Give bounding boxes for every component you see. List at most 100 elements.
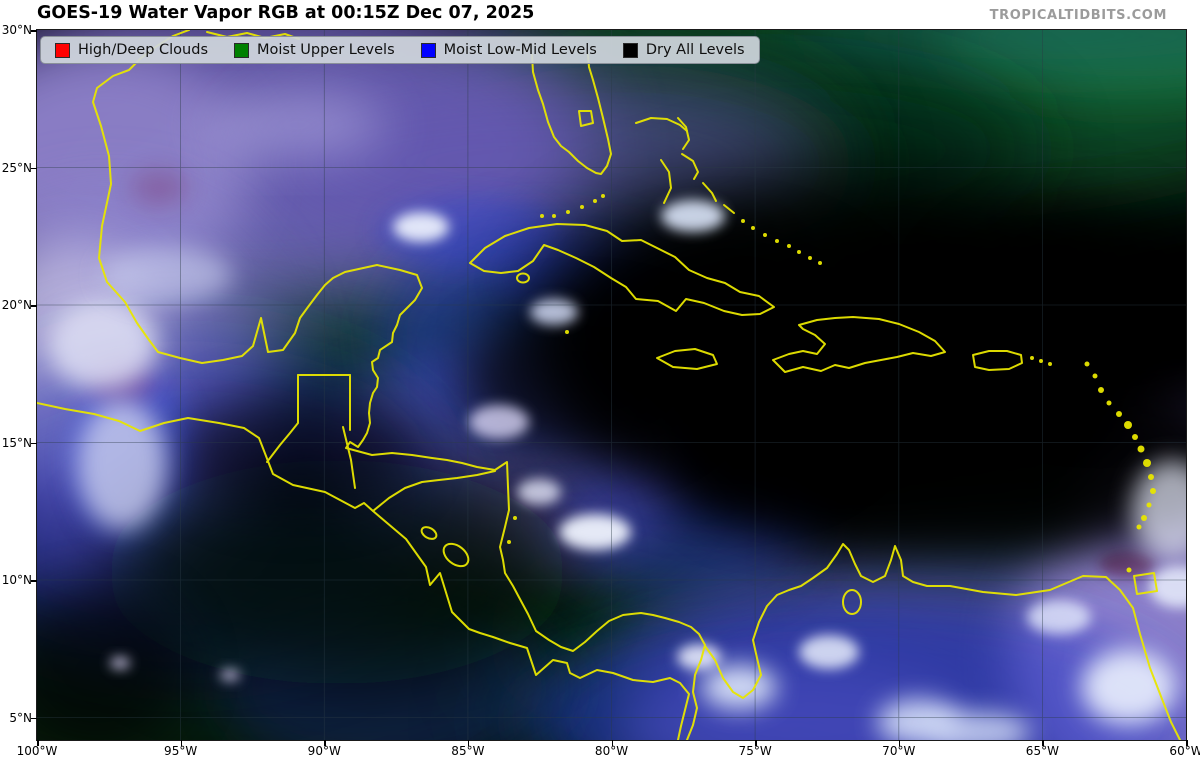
vapor-blob (517, 479, 561, 505)
island-dot (1092, 373, 1098, 379)
x-axis-tick (755, 740, 757, 746)
y-axis-label: 20°N (1, 298, 32, 312)
coastline-trinidad (1133, 572, 1158, 595)
island-dot (808, 256, 812, 260)
x-axis-tick (37, 740, 39, 746)
border-guatemala-honduras (342, 426, 356, 489)
satellite-image (37, 30, 1186, 740)
coastline-eleuthera (681, 153, 699, 180)
y-axis-tick (31, 30, 37, 32)
border-honduras-nicaragua (372, 470, 496, 512)
coastline-hispaniola (772, 316, 946, 373)
x-axis-label: 85°W (451, 744, 485, 758)
island-dot (1132, 434, 1138, 440)
vapor-blob (1132, 460, 1186, 560)
coastlines (37, 30, 1181, 740)
coastline-jamaica (656, 348, 718, 370)
y-axis-tick (31, 442, 37, 444)
coastline-andros (660, 159, 672, 204)
island-dot (601, 194, 605, 198)
vapor-blob (559, 514, 631, 550)
island-dot (818, 261, 822, 265)
vapor-blob (787, 30, 1186, 76)
island-dot (1141, 515, 1147, 521)
y-axis-label: 10°N (1, 573, 32, 587)
y-axis-label: 25°N (1, 160, 32, 175)
island-dot (580, 205, 584, 209)
island-dot (1126, 567, 1132, 573)
vapor-blob (1099, 551, 1155, 577)
island-dot (565, 330, 569, 334)
vapor-blob (110, 657, 130, 669)
x-axis-tick (1186, 740, 1188, 746)
vapor-blob (701, 665, 777, 709)
vapor-blob (677, 644, 721, 670)
lake-okeechobee (578, 110, 594, 127)
vapor-blob (220, 669, 240, 681)
coastline-cuba (469, 223, 775, 316)
island-dot (1150, 488, 1156, 494)
vapor-blob (47, 300, 157, 390)
island-dot (1146, 502, 1152, 508)
vapor-blob (1027, 600, 1091, 634)
island-dot (787, 244, 791, 248)
vapor-blob (661, 200, 725, 232)
site-watermark: TROPICALTIDBITS.COM (989, 8, 1167, 23)
y-axis-tick (31, 167, 37, 169)
legend-label: Moist Low-Mid Levels (443, 42, 597, 58)
island-dot (797, 250, 801, 254)
vapor-blob (927, 712, 1031, 740)
vapor-blob (393, 212, 449, 242)
legend-item: Moist Low-Mid Levels (420, 42, 597, 58)
x-axis-label: 90°W (307, 744, 341, 758)
x-axis-tick (180, 740, 183, 746)
vapor-blob (177, 390, 417, 510)
island-dot (1048, 362, 1052, 366)
water-vapor-imagery (37, 30, 1186, 740)
satellite-map: High/Deep Clouds Moist Upper Levels Moist … (36, 29, 1187, 741)
x-axis-label: 65°W (1025, 744, 1059, 758)
island-dot (741, 219, 745, 223)
legend-label: Dry All Levels (645, 42, 745, 58)
island-dot (751, 226, 755, 230)
island-dot (1124, 421, 1132, 429)
x-axis-label: 100°W (16, 744, 58, 758)
lake-nicaragua (442, 542, 470, 568)
vapor-blob (530, 299, 578, 325)
x-axis-tick (611, 740, 613, 746)
lake-maracaibo (842, 589, 862, 615)
coastline-puerto-rico (972, 350, 1023, 371)
vapor-blob (77, 400, 167, 530)
coastline-long-island (723, 204, 735, 214)
island-dot (1137, 445, 1145, 453)
coastline-cat-island (702, 182, 717, 202)
x-axis-label: 70°W (882, 744, 916, 758)
small-islands (507, 194, 1156, 573)
island-dot (507, 540, 511, 544)
island-dot (552, 214, 556, 218)
x-axis-tick (467, 740, 470, 746)
island-dot (1143, 459, 1151, 467)
coastline-pacific-mexico-panama (37, 402, 690, 740)
vapor-blob (799, 635, 859, 669)
island-dot (1084, 361, 1090, 367)
y-axis-label: 30°N (1, 23, 32, 37)
legend-swatch-1 (234, 42, 250, 58)
vapor-blob (131, 170, 187, 206)
vapor-blob (937, 210, 1186, 414)
vapor-blob (102, 247, 232, 303)
x-axis-label: 60°W (1169, 744, 1200, 758)
legend-item: High/Deep Clouds (55, 42, 208, 58)
coastline-gulf-yucatan-centam (92, 30, 706, 740)
island-dot (1136, 524, 1142, 530)
legend-item: Dry All Levels (622, 42, 745, 58)
x-axis-label: 75°W (738, 744, 772, 758)
island-dot (1148, 474, 1154, 480)
x-axis-tick (1042, 740, 1044, 746)
island-dot (1116, 411, 1122, 417)
page-title: GOES-19 Water Vapor RGB at 00:15Z Dec 07… (37, 3, 535, 23)
coastline-florida (531, 54, 612, 175)
vapor-blob (1149, 566, 1186, 608)
legend-label: High/Deep Clouds (78, 42, 209, 58)
